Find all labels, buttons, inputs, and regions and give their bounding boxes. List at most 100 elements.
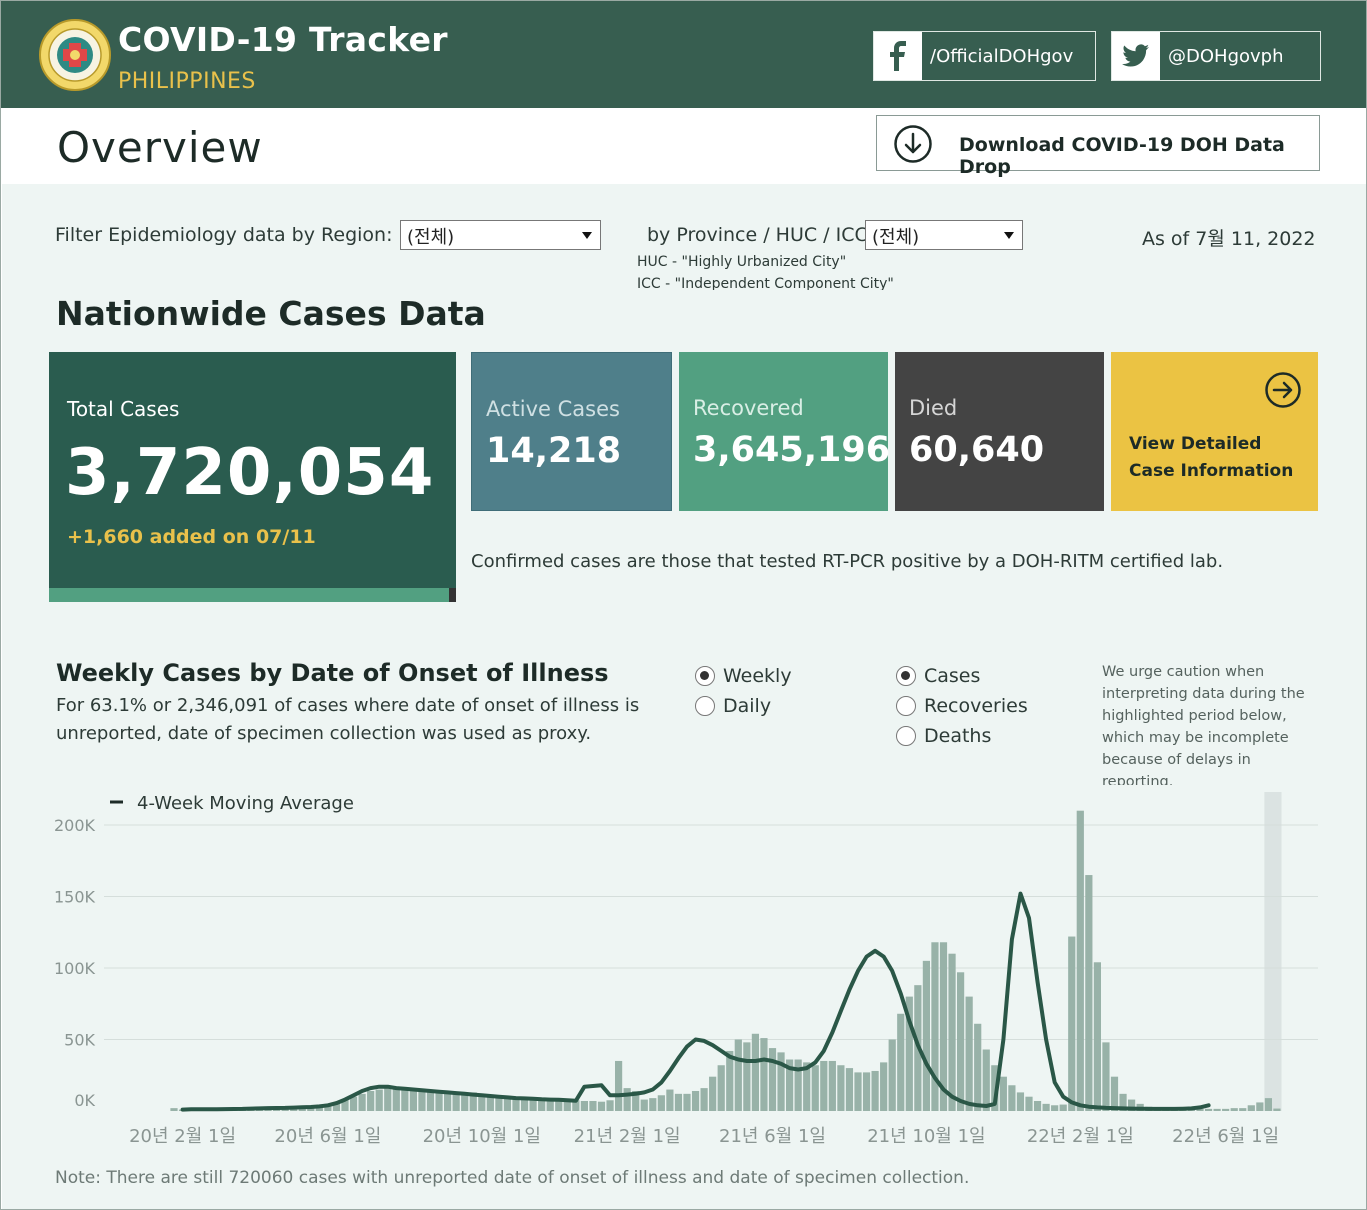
weekly-cases-bar — [1213, 1108, 1221, 1111]
weekly-cases-bar — [315, 1106, 323, 1111]
icc-definition: ICC - "Independent Component City" — [637, 276, 894, 290]
weekly-cases-bar — [1273, 1108, 1281, 1111]
weekly-cases-bar — [349, 1096, 358, 1111]
weekly-cases-bar — [1008, 1085, 1016, 1111]
app-title: COVID-19 Tracker — [118, 20, 448, 59]
weekly-cases-bar — [529, 1098, 537, 1111]
weekly-cases-bar — [1247, 1105, 1255, 1111]
x-tick-label: 21년 2월 1일 — [574, 1126, 681, 1147]
cases-radio-label: Cases — [924, 665, 981, 687]
view-detailed-case-button[interactable]: View Detailed Case Information — [1111, 352, 1318, 511]
weekly-cases-bar — [435, 1090, 443, 1111]
download-label: Download COVID-19 DOH Data Drop — [959, 134, 1285, 178]
weekly-desc-line2: unreported, date of specimen collection … — [56, 723, 592, 744]
weekly-cases-bar — [1042, 1103, 1050, 1111]
weekly-cases-bar — [375, 1089, 383, 1111]
weekly-cases-bar — [683, 1093, 691, 1111]
weekly-cases-bar — [1051, 1105, 1059, 1111]
chart-footnote: Note: There are still 720060 cases with … — [55, 1168, 970, 1188]
province-select[interactable]: (전체) — [865, 220, 1023, 250]
active-cases-card: Active Cases 14,218 — [471, 352, 672, 511]
doh-seal-logo — [39, 19, 111, 91]
weekly-cases-bar — [957, 972, 965, 1111]
caution-note: We urge caution when interpreting data d… — [1102, 661, 1332, 785]
died-card: Died 60,640 — [895, 352, 1104, 511]
weekly-cases-bar — [461, 1092, 469, 1111]
died-label: Died — [909, 396, 958, 420]
weekly-desc-line1: For 63.1% or 2,346,091 of cases where da… — [56, 695, 640, 716]
caution-line: which may be incomplete — [1102, 730, 1289, 746]
weekly-cases-bar — [1239, 1108, 1247, 1111]
weekly-cases-bar — [478, 1093, 486, 1111]
weekly-cases-bar — [358, 1093, 366, 1111]
weekly-cases-bar — [948, 953, 956, 1111]
weekly-cases-bar — [1110, 1076, 1119, 1111]
weekly-cases-bar — [324, 1103, 332, 1111]
total-cases-card: Total Cases 3,720,054 +1,660 added on 07… — [49, 352, 456, 602]
weekly-cases-bar — [965, 996, 973, 1111]
caution-line: reporting. — [1102, 774, 1174, 785]
weekly-cases-bar — [845, 1068, 854, 1111]
caution-line: highlighted period below, — [1102, 708, 1287, 724]
weekly-cases-bar — [606, 1100, 614, 1111]
legend-label: 4-Week Moving Average — [137, 793, 354, 814]
y-tick-label: 50K — [64, 1031, 95, 1050]
weekly-cases-bar — [623, 1088, 631, 1111]
radio-selected-icon — [896, 666, 916, 686]
facebook-handle: /OfficialDOHgov — [930, 45, 1074, 67]
province-filter-label: by Province / HUC / ICC: — [647, 224, 875, 246]
x-tick-label: 20년 6월 1일 — [274, 1126, 381, 1147]
weekly-radio[interactable]: Weekly — [695, 665, 792, 687]
daily-radio[interactable]: Daily — [695, 695, 771, 717]
deaths-radio[interactable]: Deaths — [896, 725, 991, 747]
weekly-cases-bar — [512, 1097, 520, 1111]
y-tick-label: 100K — [54, 959, 96, 978]
weekly-cases-bar — [922, 960, 930, 1111]
twitter-icon — [1112, 32, 1160, 80]
weekly-cases-bar — [1068, 936, 1076, 1111]
weekly-cases-bar — [1128, 1099, 1136, 1111]
weekly-cases-bar — [700, 1088, 708, 1111]
weekly-cases-bar — [820, 1060, 828, 1111]
arrow-right-circle-icon — [1265, 372, 1301, 408]
total-cases-label: Total Cases — [67, 397, 180, 421]
weekly-cases-bar — [897, 1013, 905, 1111]
caret-down-icon — [1004, 232, 1014, 239]
weekly-cases-bar — [1264, 1098, 1272, 1111]
weekly-cases-bar — [871, 1070, 879, 1111]
weekly-cases-bar — [444, 1090, 452, 1111]
y-tick-label: 200K — [54, 816, 96, 835]
weekly-cases-bar — [939, 942, 948, 1111]
y-tick-label: 150K — [54, 888, 96, 907]
weekly-cases-bar — [794, 1059, 802, 1111]
weekly-cases-bar — [538, 1099, 546, 1111]
weekly-cases-bar — [837, 1065, 845, 1111]
cases-radio[interactable]: Cases — [896, 665, 980, 687]
weekly-cases-bar — [486, 1095, 494, 1111]
weekly-cases-bar — [572, 1100, 580, 1111]
huc-definition: HUC - "Highly Urbanized City" — [637, 254, 847, 270]
weekly-cases-bar — [751, 1033, 759, 1111]
weekly-cases-bar — [717, 1065, 725, 1111]
download-data-drop-button[interactable]: Download COVID-19 DOH Data Drop — [876, 115, 1320, 178]
region-select[interactable]: (전체) — [400, 220, 601, 250]
weekly-cases-bar — [384, 1088, 392, 1111]
died-value: 60,640 — [909, 430, 1045, 470]
radio-selected-icon — [695, 666, 715, 686]
weekly-cases-bar — [1204, 1108, 1213, 1111]
weekly-cases-bar — [392, 1088, 400, 1111]
view-detailed-line1: View Detailed — [1129, 434, 1262, 454]
weekly-cases-bar — [1230, 1108, 1238, 1111]
twitter-link[interactable]: @DOHgovph — [1111, 31, 1321, 81]
facebook-link[interactable]: /OfficialDOHgov — [873, 31, 1096, 81]
weekly-cases-bar — [495, 1095, 503, 1111]
caret-down-icon — [582, 232, 592, 239]
weekly-cases-bar — [563, 1100, 571, 1111]
weekly-cases-bar — [803, 1062, 811, 1111]
daily-radio-label: Daily — [723, 695, 772, 717]
active-cases-value: 14,218 — [486, 431, 622, 471]
weekly-cases-bar — [170, 1108, 178, 1111]
weekly-cases-bar — [418, 1089, 426, 1111]
weekly-cases-bar — [666, 1089, 674, 1111]
recoveries-radio[interactable]: Recoveries — [896, 695, 1028, 717]
